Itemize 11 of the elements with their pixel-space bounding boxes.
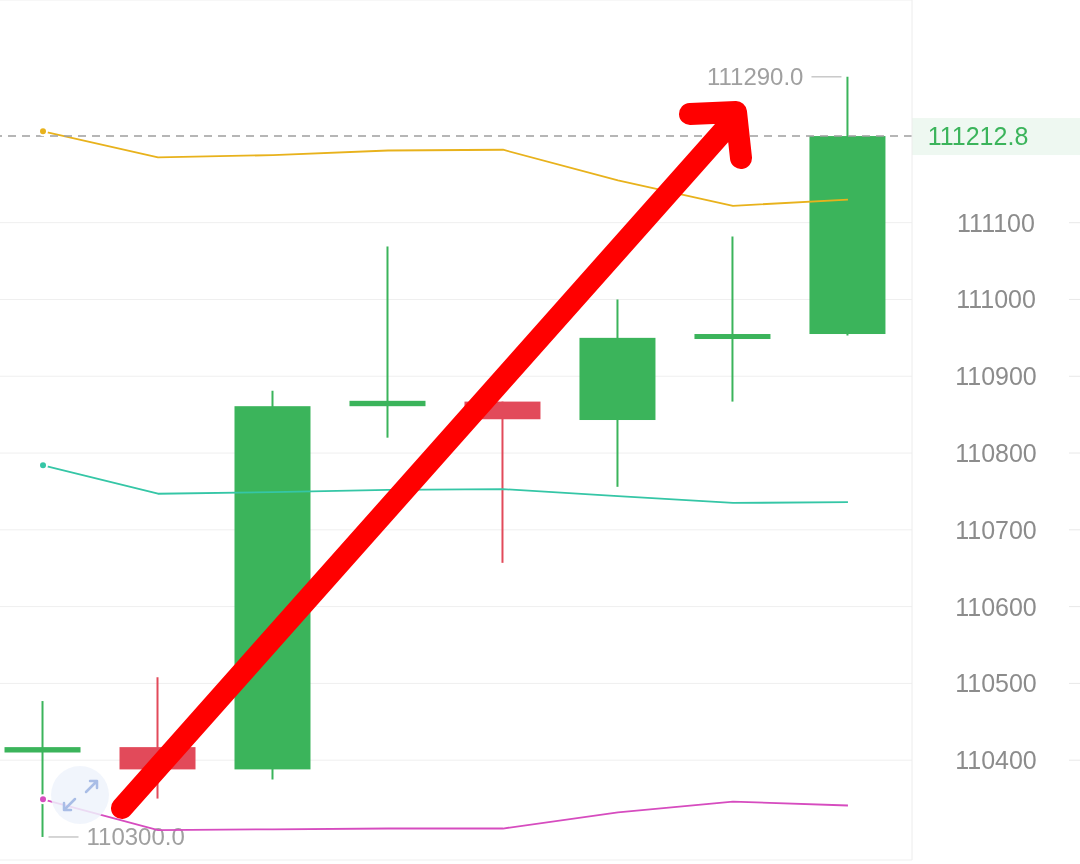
y-tick-label: 110900	[955, 362, 1037, 391]
y-tick-label: 110400	[955, 746, 1037, 775]
annotation: 110300.0	[86, 823, 185, 851]
y-tick-label: 110800	[955, 439, 1037, 468]
y-tick-label: 111000	[956, 285, 1036, 314]
ref-line-label: 111212.8	[927, 122, 1029, 151]
y-tick-label: 110500	[955, 669, 1037, 698]
y-tick-label: 110600	[955, 592, 1037, 621]
y-tick-label: 111100	[957, 208, 1035, 237]
annotation: 111290.0	[706, 63, 804, 91]
y-tick-label: 110700	[955, 515, 1037, 544]
